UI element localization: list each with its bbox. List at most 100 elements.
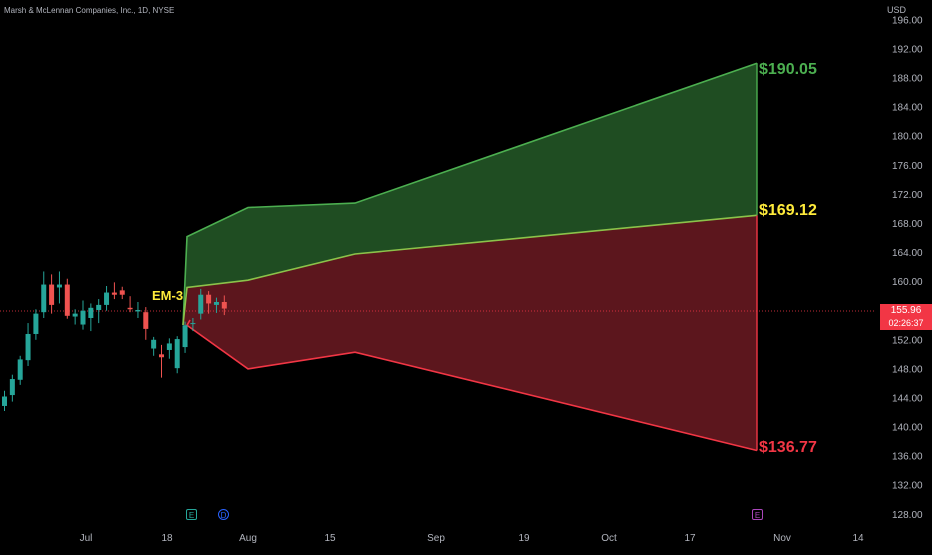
candle-body	[151, 339, 157, 349]
price-tick-label: 180.00	[892, 132, 923, 143]
candle	[9, 374, 15, 402]
candle-body	[33, 313, 39, 334]
earnings-event-icon[interactable]: E	[186, 509, 197, 520]
candle-body	[56, 284, 62, 288]
time-tick-label: Nov	[773, 533, 791, 544]
candle	[49, 274, 55, 314]
chart-area[interactable]	[0, 0, 874, 525]
price-tick-label: 192.00	[892, 45, 923, 56]
price-tick-label: 184.00	[892, 103, 923, 114]
mid-level-label: $169.12	[759, 202, 817, 219]
price-tick-label: 128.00	[892, 510, 923, 521]
candle-body	[64, 284, 70, 316]
candle	[104, 286, 110, 311]
candle-body	[206, 294, 212, 304]
price-tick-label: 164.00	[892, 248, 923, 259]
upcoming-earnings-event-letter: E	[754, 511, 761, 520]
candle-body	[213, 301, 219, 305]
candle	[72, 309, 78, 325]
last-price-badge: 155.96 02:26:37	[880, 304, 932, 330]
candle-body	[190, 323, 196, 325]
chart-title: Marsh & McLennan Companies, Inc., 1D, NY…	[4, 6, 175, 15]
price-axis: 196.00 192.00 188.00 184.00 180.00 176.00 172.…	[892, 15, 923, 521]
price-tick-label: 160.00	[892, 277, 923, 288]
time-tick-label: Oct	[601, 533, 617, 544]
candle-body	[88, 307, 94, 318]
price-tick-label: 172.00	[892, 190, 923, 201]
candle-body	[2, 396, 7, 406]
upper-move-region	[183, 63, 757, 325]
candle	[111, 282, 117, 300]
candle	[206, 291, 212, 314]
candle-body	[143, 312, 149, 329]
candle-body	[49, 284, 55, 305]
candle-body	[96, 304, 102, 310]
candle-body	[198, 294, 204, 314]
price-tick-label: 176.00	[892, 161, 923, 172]
candle	[190, 317, 196, 332]
mid-line	[182, 214, 758, 326]
em-label: EM-3	[152, 288, 184, 303]
time-scale[interactable]: Jul 18 Aug 15 Sep 19 Oct 17 Nov 14	[0, 525, 874, 550]
candle	[159, 344, 164, 378]
candle	[182, 321, 188, 353]
candle-body	[119, 290, 125, 295]
last-price-value: 155.96	[890, 305, 922, 316]
candle-body	[166, 343, 172, 350]
time-tick-label: 18	[161, 533, 173, 544]
candle	[174, 336, 180, 374]
candle	[166, 338, 172, 359]
candle	[221, 295, 227, 316]
candle-body	[104, 292, 110, 305]
dividend-event-icon[interactable]: D	[218, 509, 229, 520]
candle	[33, 309, 39, 340]
candle	[135, 301, 141, 318]
time-tick-label: 14	[852, 533, 864, 544]
upper-bound-line	[182, 62, 758, 326]
price-tick-label: 144.00	[892, 393, 923, 404]
chart-canvas[interactable]	[0, 0, 874, 525]
dividend-event-letter: D	[220, 511, 227, 520]
candle-body	[111, 292, 117, 295]
time-tick-label: 19	[518, 533, 530, 544]
upcoming-earnings-event-icon[interactable]: E	[752, 509, 763, 520]
lower-bound-line	[185, 319, 758, 452]
price-tick-label: 188.00	[892, 74, 923, 85]
price-scale[interactable]: 196.00 192.00 188.00 184.00 180.00 176.00 172.…	[874, 0, 932, 525]
candle	[25, 323, 31, 366]
price-tick-label: 136.00	[892, 452, 923, 463]
currency-label: USD	[887, 5, 907, 15]
candle	[143, 307, 149, 340]
candle-body	[25, 333, 31, 361]
time-tick-label: Jul	[80, 533, 93, 544]
candle-body	[182, 325, 188, 348]
candle-body	[72, 313, 78, 317]
candle-body	[80, 310, 86, 325]
time-axis: Jul 18 Aug 15 Sep 19 Oct 17 Nov 14	[80, 533, 864, 544]
candle	[127, 296, 133, 313]
time-tick-label: Sep	[427, 533, 445, 544]
candle-body	[127, 307, 133, 310]
bar-countdown: 02:26:37	[888, 318, 924, 328]
candle-body	[221, 301, 227, 309]
candle	[213, 297, 219, 313]
candle	[64, 278, 70, 319]
time-tick-label: 15	[324, 533, 336, 544]
price-tick-label: 140.00	[892, 423, 923, 434]
lower-level-label: $136.77	[759, 439, 817, 456]
candle-body	[9, 379, 15, 396]
time-tick-label: 17	[684, 533, 696, 544]
candle	[119, 286, 125, 300]
upper-level-label: $190.05	[759, 61, 817, 78]
candle-body	[174, 339, 180, 369]
candle-body	[135, 309, 141, 312]
lower-move-region	[183, 215, 757, 451]
candle	[96, 299, 102, 324]
candle	[41, 271, 47, 318]
earnings-event-letter: E	[188, 511, 195, 520]
candle-body	[17, 359, 23, 380]
price-tick-label: 196.00	[892, 15, 923, 26]
price-tick-label: 148.00	[892, 364, 923, 375]
candle	[2, 390, 7, 412]
time-tick-label: Aug	[239, 533, 257, 544]
